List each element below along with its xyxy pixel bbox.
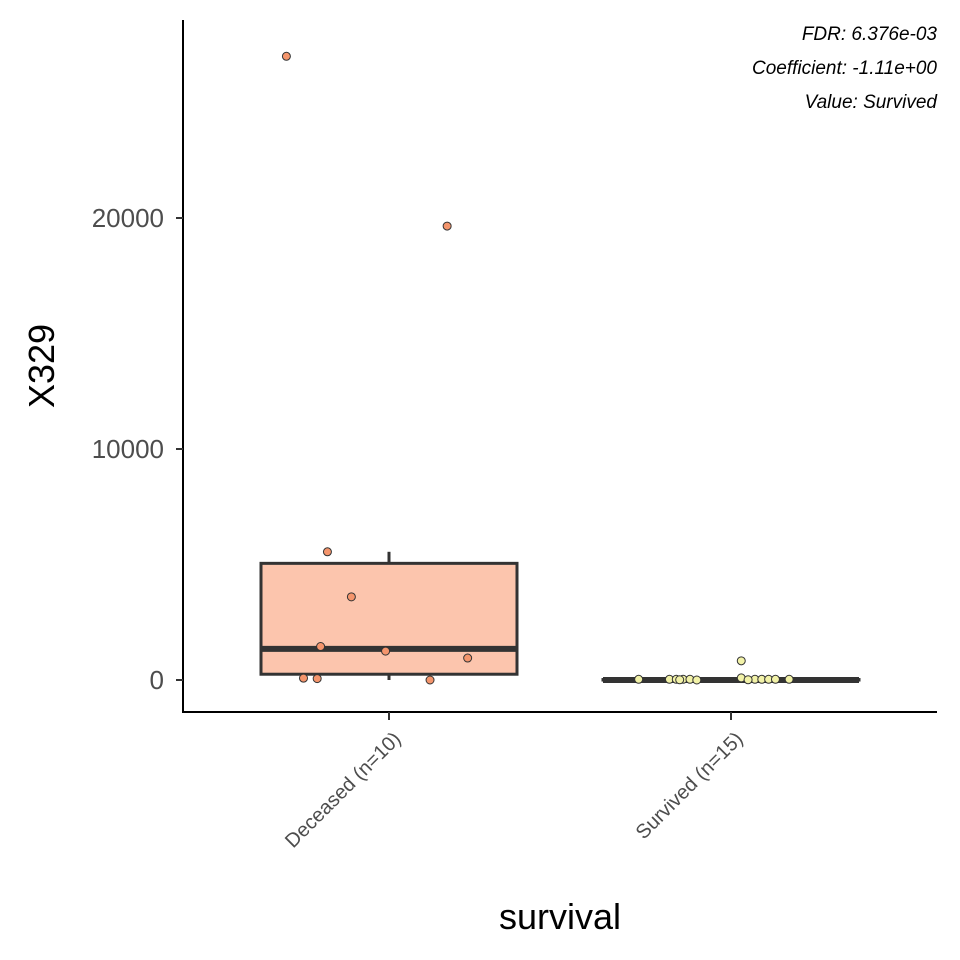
data-point — [316, 642, 326, 652]
data-point — [463, 653, 473, 663]
y-axis-ticks: 0 10000 20000 — [92, 203, 183, 695]
x-axis-ticks: Deceased (n=10) Survived (n=15) — [281, 712, 748, 852]
x-axis-title: survival — [499, 896, 621, 937]
data-point — [743, 675, 753, 685]
y-tick-label: 0 — [150, 665, 164, 695]
data-point — [312, 674, 322, 684]
data-point — [736, 656, 746, 666]
box-group — [601, 677, 861, 683]
y-tick-label: 10000 — [92, 434, 164, 464]
x-tick-label: Survived (n=15) — [632, 728, 748, 844]
data-point — [675, 675, 685, 685]
data-point — [322, 547, 332, 557]
data-point — [770, 674, 780, 684]
box-group — [259, 551, 519, 680]
point-group — [281, 51, 473, 685]
annotation-fdr: FDR: 6.376e-03 — [802, 24, 938, 45]
annotation-coefficient: Coefficient: -1.11e+00 — [752, 58, 937, 79]
box-iqr — [259, 561, 519, 676]
x-tick-label: Deceased (n=10) — [281, 728, 405, 852]
annotation-value: Value: Survived — [805, 92, 939, 113]
y-axis-title: X329 — [21, 324, 62, 408]
point-group — [634, 656, 794, 685]
data-point — [281, 51, 291, 61]
data-point — [692, 675, 702, 685]
data-point — [784, 674, 794, 684]
plot-area — [259, 51, 861, 685]
data-point — [442, 221, 452, 231]
data-point — [634, 674, 644, 684]
y-tick-label: 20000 — [92, 203, 164, 233]
data-point — [299, 673, 308, 683]
data-point — [381, 646, 391, 656]
data-point — [425, 675, 435, 685]
data-point — [346, 592, 356, 602]
